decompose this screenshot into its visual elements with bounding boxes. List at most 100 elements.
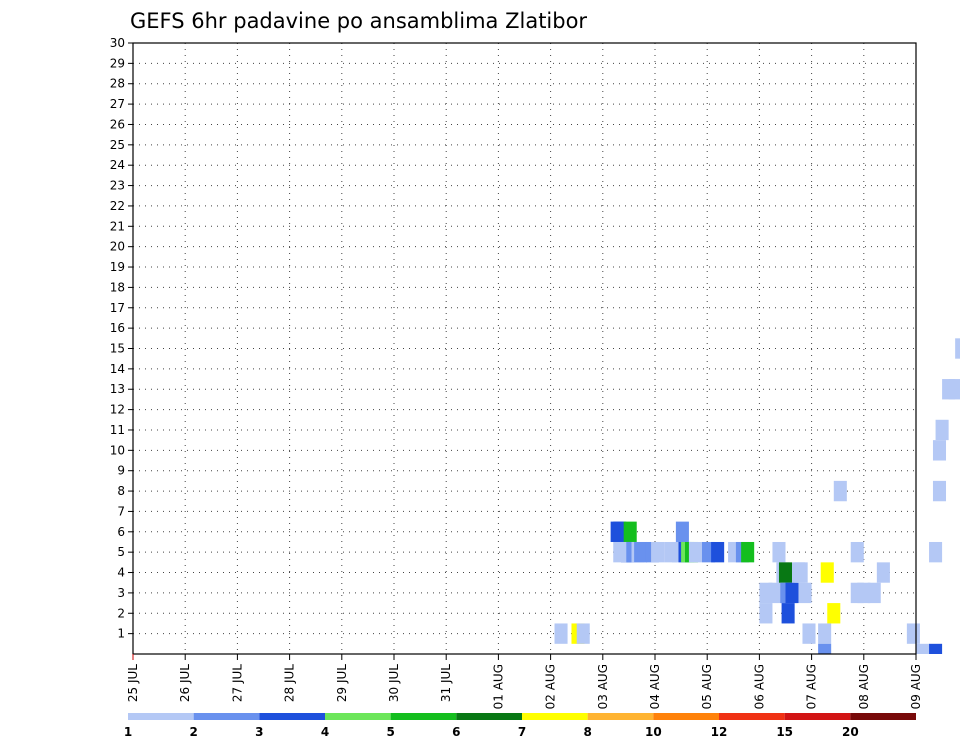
legend-swatch	[522, 713, 588, 720]
x-tick-label: 02 AUG	[544, 664, 558, 709]
y-tick-label: 12	[110, 403, 125, 417]
legend-swatch	[456, 713, 522, 720]
heatmap-cell	[798, 582, 812, 604]
x-tick-label: 25 JUL	[126, 664, 140, 702]
y-tick-label: 22	[110, 199, 125, 213]
heatmap-cell	[675, 521, 689, 542]
legend-swatch	[128, 713, 194, 720]
heatmap-cell	[827, 603, 841, 624]
heatmap-cell	[554, 623, 568, 644]
legend-label: 2	[189, 725, 197, 739]
y-axis: 1234567891011121314151617181920212223242…	[110, 36, 133, 641]
y-tick-label: 19	[110, 260, 125, 274]
heatmap-cell	[932, 480, 947, 502]
x-tick-label: 27 JUL	[230, 664, 244, 702]
heatmap-cell	[932, 440, 947, 461]
heatmap-cell	[781, 603, 795, 624]
x-axis: 25 JUL 26 JUL 27 JUL 28 JUL 29 JUL 30 JUL 31 J…	[126, 654, 923, 709]
y-tick-label: 20	[110, 240, 125, 254]
y-tick-label: 14	[110, 362, 125, 376]
y-tick-label: 1	[117, 627, 125, 641]
heatmap-cell	[833, 480, 847, 502]
heatmap-cell	[906, 623, 920, 644]
y-tick-label: 5	[117, 545, 125, 559]
x-tick-label: 08 AUG	[857, 664, 871, 709]
heatmap-cell	[576, 623, 590, 644]
x-tick-label: 05 AUG	[700, 664, 714, 709]
heatmap-cell	[867, 582, 881, 604]
heatmap-cell	[818, 643, 832, 654]
heatmap-cell	[772, 541, 786, 563]
heatmap-cell	[929, 541, 943, 563]
x-tick-label: 04 AUG	[648, 664, 662, 709]
x-tick-label: 28 JUL	[283, 664, 297, 702]
y-tick-label: 4	[117, 566, 125, 580]
heatmap-cell	[802, 623, 816, 644]
y-tick-label: 15	[110, 342, 125, 356]
x-tick-label: 03 AUG	[596, 664, 610, 709]
x-tick-label: 30 JUL	[387, 664, 401, 702]
legend-swatch	[653, 713, 719, 720]
y-tick-label: 30	[110, 36, 125, 50]
x-tick-label: 26 JUL	[178, 664, 192, 702]
y-tick-label: 11	[110, 423, 125, 437]
legend-label: 4	[321, 725, 329, 739]
heatmap-cell	[818, 623, 832, 644]
legend-label: 8	[583, 725, 591, 739]
x-tick-label: 07 AUG	[805, 664, 819, 709]
heatmap-cell	[613, 541, 627, 563]
y-tick-label: 9	[117, 464, 125, 478]
heatmap-cell	[820, 562, 834, 583]
x-tick-label: 06 AUG	[752, 664, 766, 709]
heatmap-cell	[688, 541, 702, 563]
legend-label: 12	[711, 725, 728, 739]
y-tick-label: 2	[117, 606, 125, 620]
heatmap-cell	[857, 582, 871, 604]
x-tick-label: 01 AUG	[491, 664, 505, 709]
legend-swatch	[325, 713, 391, 720]
legend-label: 20	[842, 725, 859, 739]
y-tick-label: 29	[110, 56, 125, 70]
legend-label: 6	[452, 725, 460, 739]
heatmap-cell	[651, 541, 665, 563]
legend-label: 1	[124, 725, 132, 739]
y-tick-label: 24	[110, 158, 125, 172]
heatmap-cell	[876, 562, 890, 583]
heatmap-cell	[850, 541, 864, 563]
heatmap-cell	[785, 582, 799, 604]
legend-swatch	[850, 713, 916, 720]
heatmap-cell	[634, 541, 648, 563]
legend-label: 3	[255, 725, 263, 739]
y-tick-label: 6	[117, 525, 125, 539]
legend-swatch	[719, 713, 785, 720]
y-tick-label: 28	[110, 77, 125, 91]
y-tick-label: 26	[110, 117, 125, 131]
heatmap-cell	[778, 562, 793, 583]
y-tick-label: 21	[110, 219, 125, 233]
heatmap-cell	[948, 379, 960, 400]
heatmap-cell	[935, 419, 949, 441]
heatmap-cell	[794, 562, 808, 583]
color-legend: 1 2 3 4 5 6 7 8 10 12 15 20	[124, 713, 916, 739]
legend-label: 10	[645, 725, 662, 739]
x-tick-label: 29 JUL	[335, 664, 349, 702]
x-tick-label: 31 JUL	[439, 664, 453, 702]
legend-label: 15	[776, 725, 793, 739]
y-tick-label: 17	[110, 301, 125, 315]
legend-swatch	[193, 713, 260, 720]
y-tick-label: 25	[110, 138, 125, 152]
y-tick-label: 7	[117, 504, 125, 518]
heatmap-cell	[741, 541, 755, 563]
legend-swatch	[587, 713, 654, 720]
y-tick-label: 27	[110, 97, 125, 111]
legend-label: 5	[386, 725, 394, 739]
y-tick-label: 23	[110, 179, 125, 193]
heatmap-cell	[759, 603, 773, 624]
y-tick-label: 16	[110, 321, 125, 335]
heatmap-cell	[955, 338, 960, 359]
legend-swatch	[390, 713, 457, 720]
chart-title: GEFS 6hr padavine po ansamblima Zlatibor	[130, 9, 587, 33]
heatmap-cell	[613, 521, 627, 542]
heatmap-cell	[916, 643, 930, 654]
